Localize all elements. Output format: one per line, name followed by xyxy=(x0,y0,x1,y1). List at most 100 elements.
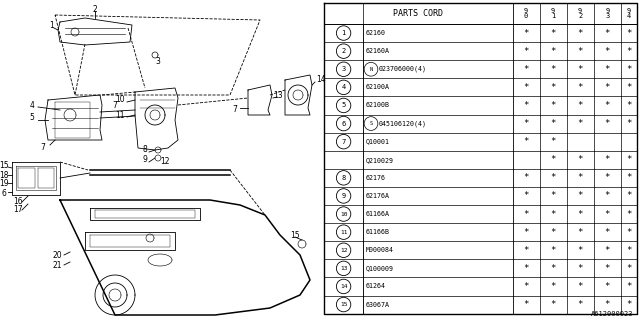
Text: 045106120(4): 045106120(4) xyxy=(379,120,427,127)
Text: *: * xyxy=(605,155,610,164)
Text: 7: 7 xyxy=(232,106,237,115)
Text: *: * xyxy=(605,264,610,273)
Text: *: * xyxy=(550,173,556,182)
Text: *: * xyxy=(626,101,632,110)
Text: *: * xyxy=(550,83,556,92)
Text: *: * xyxy=(605,28,610,37)
Text: *: * xyxy=(626,246,632,255)
Text: 62176: 62176 xyxy=(365,175,385,181)
Text: *: * xyxy=(550,65,556,74)
Text: *: * xyxy=(626,210,632,219)
Text: *: * xyxy=(605,282,610,291)
Text: 15: 15 xyxy=(340,302,348,307)
Text: *: * xyxy=(524,300,529,309)
Text: 10: 10 xyxy=(115,95,125,105)
Text: 11: 11 xyxy=(115,110,125,119)
Text: *: * xyxy=(626,119,632,128)
Text: 11: 11 xyxy=(340,230,348,235)
Text: 12: 12 xyxy=(160,157,170,166)
Text: 3: 3 xyxy=(342,66,346,72)
Text: *: * xyxy=(626,264,632,273)
Text: 61264: 61264 xyxy=(365,284,385,290)
Text: 15: 15 xyxy=(290,230,300,239)
Text: *: * xyxy=(605,246,610,255)
Text: *: * xyxy=(524,210,529,219)
Text: *: * xyxy=(626,282,632,291)
Text: *: * xyxy=(626,300,632,309)
Text: *: * xyxy=(577,173,583,182)
Text: *: * xyxy=(626,83,632,92)
Text: *: * xyxy=(577,83,583,92)
Text: M000084: M000084 xyxy=(365,247,393,253)
Text: N: N xyxy=(369,67,372,72)
Text: 8: 8 xyxy=(143,146,147,155)
Text: 62100A: 62100A xyxy=(365,84,389,90)
Text: 63067A: 63067A xyxy=(365,301,389,308)
Text: *: * xyxy=(577,264,583,273)
Text: *: * xyxy=(605,210,610,219)
Text: *: * xyxy=(524,264,529,273)
Text: 2: 2 xyxy=(342,48,346,54)
Text: 61166B: 61166B xyxy=(365,229,389,235)
Text: Q210029: Q210029 xyxy=(365,157,393,163)
Text: 16: 16 xyxy=(13,197,23,206)
Text: 6: 6 xyxy=(1,188,6,197)
Text: *: * xyxy=(550,137,556,146)
Text: 3: 3 xyxy=(156,58,161,67)
Text: *: * xyxy=(524,173,529,182)
Text: *: * xyxy=(550,47,556,56)
Text: *: * xyxy=(626,28,632,37)
Text: *: * xyxy=(626,65,632,74)
Text: *: * xyxy=(524,83,529,92)
Text: *: * xyxy=(524,246,529,255)
Text: 13: 13 xyxy=(273,91,283,100)
Text: *: * xyxy=(524,137,529,146)
Text: 9
2: 9 2 xyxy=(578,8,582,19)
Text: S: S xyxy=(369,121,372,126)
Text: 4: 4 xyxy=(342,84,346,90)
Text: *: * xyxy=(626,228,632,237)
Text: 62176A: 62176A xyxy=(365,193,389,199)
Text: *: * xyxy=(550,228,556,237)
Text: Q10001: Q10001 xyxy=(365,139,389,145)
Text: 21: 21 xyxy=(52,260,62,269)
Text: *: * xyxy=(577,65,583,74)
Text: *: * xyxy=(577,210,583,219)
Text: 4: 4 xyxy=(29,100,35,109)
Text: 7: 7 xyxy=(342,139,346,145)
Text: *: * xyxy=(605,119,610,128)
Text: 62100B: 62100B xyxy=(365,102,389,108)
Text: *: * xyxy=(577,155,583,164)
Text: 15: 15 xyxy=(0,161,9,170)
Text: 18: 18 xyxy=(0,171,9,180)
Text: 20: 20 xyxy=(52,251,62,260)
Text: *: * xyxy=(605,65,610,74)
Text: *: * xyxy=(550,264,556,273)
Text: *: * xyxy=(605,47,610,56)
Text: *: * xyxy=(605,300,610,309)
Text: *: * xyxy=(626,191,632,200)
Text: *: * xyxy=(605,228,610,237)
Text: *: * xyxy=(524,119,529,128)
Text: *: * xyxy=(524,101,529,110)
Text: *: * xyxy=(550,191,556,200)
Text: 62160: 62160 xyxy=(365,30,385,36)
Text: *: * xyxy=(524,28,529,37)
Text: 9
3: 9 3 xyxy=(605,8,609,19)
Text: *: * xyxy=(550,300,556,309)
Text: *: * xyxy=(550,28,556,37)
Text: *: * xyxy=(524,65,529,74)
Text: 17: 17 xyxy=(13,205,23,214)
Text: *: * xyxy=(524,228,529,237)
Text: *: * xyxy=(550,246,556,255)
Text: *: * xyxy=(550,282,556,291)
Text: *: * xyxy=(577,28,583,37)
Text: *: * xyxy=(577,47,583,56)
Text: 6: 6 xyxy=(342,121,346,126)
Text: *: * xyxy=(626,155,632,164)
Text: *: * xyxy=(524,47,529,56)
Text: 14: 14 xyxy=(316,76,326,84)
Text: 7: 7 xyxy=(40,143,45,153)
Text: 023706000(4): 023706000(4) xyxy=(379,66,427,73)
Text: 5: 5 xyxy=(29,114,35,123)
